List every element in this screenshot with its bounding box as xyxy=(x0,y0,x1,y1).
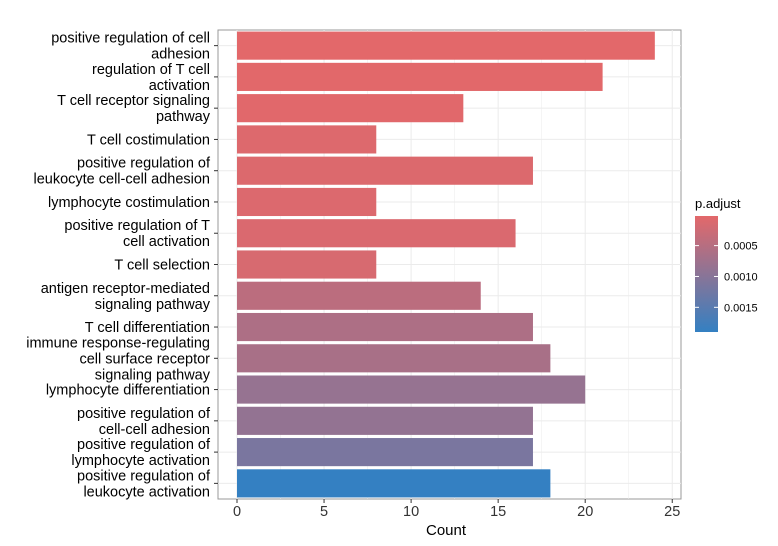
legend-tick-label: 0.0015 xyxy=(724,302,758,314)
y-axis-labels: positive regulation of celladhesionregul… xyxy=(26,31,218,500)
y-tick-label: lymphocyte costimulation xyxy=(48,195,210,211)
y-tick-label: T cell selection xyxy=(114,258,210,274)
bar xyxy=(237,469,551,498)
y-tick-label: signaling pathway xyxy=(95,297,211,313)
y-tick-label: positive regulation of xyxy=(77,437,211,453)
bar xyxy=(237,62,603,91)
y-tick-label: T cell receptor signaling xyxy=(57,93,210,109)
x-tick-label: 20 xyxy=(577,504,593,520)
legend-tick-label: 0.0005 xyxy=(724,241,758,253)
y-tick-label: immune response-regulating xyxy=(26,335,210,351)
x-tick-label: 10 xyxy=(403,504,419,520)
bar xyxy=(237,156,533,185)
bar xyxy=(237,187,377,217)
legend: p.adjust 0.0005 0.0010 0.0015 xyxy=(695,196,758,332)
y-tick-label: pathway xyxy=(156,109,211,125)
y-tick-label: T cell differentiation xyxy=(85,320,210,336)
x-tick-label: 0 xyxy=(233,504,241,520)
bar xyxy=(237,375,586,404)
bar xyxy=(237,219,516,248)
bar xyxy=(237,406,533,435)
y-tick-label: activation xyxy=(149,78,210,94)
bar xyxy=(237,344,551,373)
legend-title: p.adjust xyxy=(695,196,741,211)
bar xyxy=(237,438,533,467)
y-tick-label: cell-cell adhesion xyxy=(99,422,210,438)
bar xyxy=(237,312,533,342)
y-tick-label: leukocyte activation xyxy=(83,484,210,500)
bar xyxy=(237,94,464,123)
y-tick-label: signaling pathway xyxy=(95,367,211,383)
bar xyxy=(237,31,655,60)
bar xyxy=(237,250,377,279)
bar xyxy=(237,125,377,154)
y-tick-label: positive regulation of cell xyxy=(51,31,210,47)
y-tick-label: regulation of T cell xyxy=(92,62,210,78)
x-axis-title: Count xyxy=(426,522,467,539)
y-tick-label: T cell costimulation xyxy=(87,132,210,148)
y-tick-label: positive regulation of xyxy=(77,156,211,172)
x-tick-label: 15 xyxy=(490,504,506,520)
x-tick-label: 5 xyxy=(320,504,328,520)
y-tick-label: adhesion xyxy=(151,47,210,63)
bars xyxy=(237,31,655,498)
legend-ticks: 0.0005 0.0010 0.0015 xyxy=(695,241,758,314)
y-tick-label: cell surface receptor xyxy=(79,351,210,367)
x-tick-label: 25 xyxy=(664,504,680,520)
y-tick-label: positive regulation of xyxy=(77,406,211,422)
x-axis: 0 5 10 15 20 25 xyxy=(233,499,680,520)
y-tick-label: lymphocyte differentiation xyxy=(46,383,210,399)
y-tick-label: positive regulation of xyxy=(77,468,211,484)
bar xyxy=(237,281,481,310)
y-tick-label: lymphocyte activation xyxy=(71,453,210,469)
legend-tick-label: 0.0010 xyxy=(724,271,758,283)
legend-colorbar xyxy=(695,216,718,332)
y-tick-label: antigen receptor-mediated xyxy=(41,281,210,297)
y-tick-label: leukocyte cell-cell adhesion xyxy=(33,172,210,188)
y-tick-label: positive regulation of T xyxy=(64,218,210,234)
y-tick-label: cell activation xyxy=(123,234,210,250)
